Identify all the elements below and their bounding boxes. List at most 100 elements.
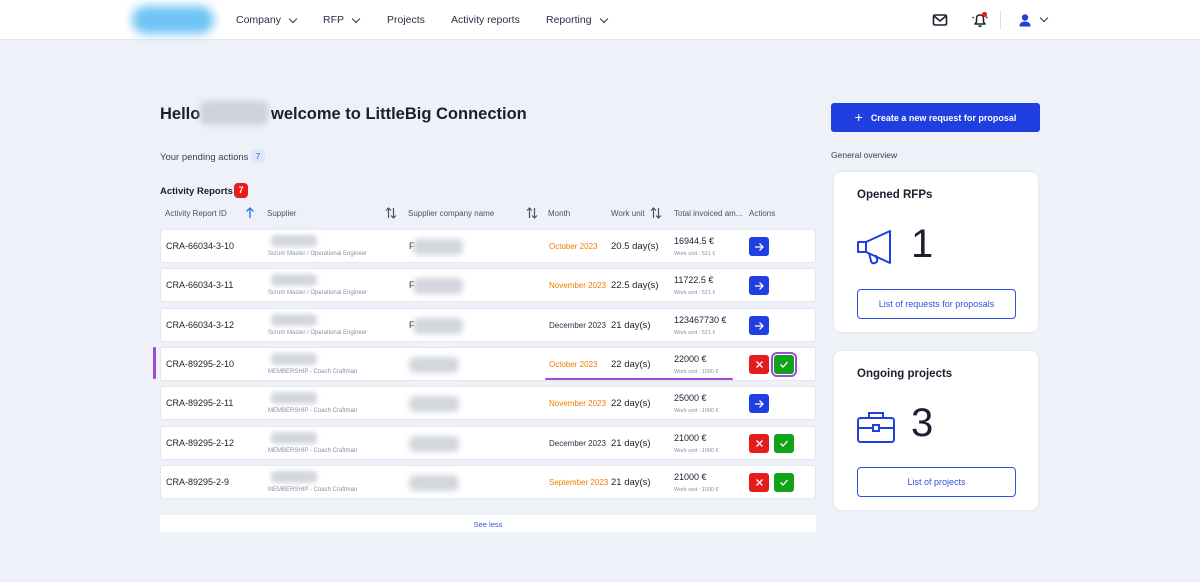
chevron-down-icon[interactable] (1039, 13, 1049, 23)
total-amount: 21000 € (674, 472, 707, 482)
activity-reports-count-badge: 7 (234, 183, 248, 198)
arrow-right-icon (755, 321, 764, 330)
approve-button[interactable] (774, 434, 794, 453)
report-id: CRA-66034-3-12 (166, 320, 235, 330)
chevron-down-icon (288, 14, 298, 23)
unit-rate: Work unit : 521 € (674, 251, 716, 257)
work-unit: 20.5 day(s) (611, 241, 659, 252)
month: November 2023 (549, 399, 606, 408)
supplier-name-redacted (271, 353, 317, 365)
plus-icon: + (854, 109, 863, 125)
table-row[interactable]: CRA-89295-2-10 MEMBERSHIP - Coach Craftm… (160, 347, 816, 381)
supplier-role: MEMBERSHIP - Coach Craftman (268, 487, 358, 493)
see-less-link[interactable]: See less (473, 520, 503, 529)
sort-ascending-icon[interactable] (244, 207, 256, 219)
company-name-redacted (409, 436, 459, 452)
greeting-suffix: welcome to LittleBig Connection (271, 105, 527, 123)
pending-actions-count: 7 (251, 149, 265, 163)
close-icon (755, 479, 763, 486)
sort-icon[interactable] (650, 207, 662, 219)
open-report-button[interactable] (749, 276, 769, 295)
col-header-report-id[interactable]: Activity Report ID (165, 209, 227, 218)
month: November 2023 (549, 281, 606, 290)
table-row[interactable]: CRA-66034-3-12 Scrum Master / Operationa… (160, 308, 816, 342)
table-row[interactable]: CRA-89295-2-12 MEMBERSHIP - Coach Craftm… (160, 426, 816, 460)
list-rfps-button[interactable]: List of requests for proposals (857, 289, 1016, 319)
work-unit: 22 day(s) (611, 359, 651, 370)
report-id: CRA-66034-3-11 (166, 280, 234, 290)
nav-reporting[interactable]: Reporting (546, 0, 608, 40)
col-header-month[interactable]: Month (548, 209, 571, 218)
open-report-button[interactable] (749, 394, 769, 413)
nav-rfp[interactable]: RFP (323, 0, 361, 40)
approve-button[interactable] (771, 352, 797, 377)
pending-actions-label: Your pending actions (160, 152, 249, 163)
company-name-redacted (409, 396, 459, 412)
table-row[interactable]: CRA-66034-3-11 Scrum Master / Operationa… (160, 268, 816, 302)
month: October 2023 (549, 360, 598, 369)
sort-icon[interactable] (385, 207, 397, 219)
nav-projects-label: Projects (387, 14, 425, 26)
nav-projects[interactable]: Projects (387, 0, 425, 40)
chevron-down-icon (599, 14, 608, 23)
list-projects-button[interactable]: List of projects (857, 467, 1016, 497)
reject-button[interactable] (749, 355, 769, 374)
col-header-supplier[interactable]: Supplier (267, 209, 297, 218)
open-report-button[interactable] (749, 316, 769, 335)
total-amount: 11722.5 € (674, 275, 714, 285)
approve-button[interactable] (774, 473, 794, 492)
user-icon[interactable] (1016, 11, 1034, 29)
supplier-role: MEMBERSHIP - Coach Craftman (268, 408, 358, 414)
supplier-name-redacted (271, 314, 317, 326)
company-name-redacted (409, 475, 459, 491)
ongoing-projects-card: Ongoing projects 3 List of projects (833, 350, 1039, 511)
notification-dot (981, 11, 988, 18)
col-header-total[interactable]: Total invoiced am... (674, 209, 743, 218)
table-row[interactable]: CRA-89295-2-9 MEMBERSHIP - Coach Craftma… (160, 465, 816, 499)
megaphone-icon (857, 230, 891, 265)
company-initial: F (409, 241, 415, 251)
mail-icon[interactable] (931, 11, 949, 29)
report-id: CRA-89295-2-10 (166, 359, 235, 369)
row-highlight-marker (153, 347, 156, 379)
briefcase-icon (857, 412, 895, 443)
company-initial: F (409, 280, 415, 290)
company-name-redacted (413, 318, 463, 334)
company-name-redacted (413, 239, 463, 255)
general-overview-label: General overview (831, 150, 898, 160)
total-amount: 16944.5 € (674, 236, 715, 246)
table-row[interactable]: CRA-89295-2-11 MEMBERSHIP - Coach Craftm… (160, 386, 816, 420)
check-icon (780, 479, 788, 486)
col-header-actions: Actions (749, 209, 776, 218)
table-row[interactable]: CRA-66034-3-10 Scrum Master / Operationa… (160, 229, 816, 263)
table-footer: See less (160, 514, 816, 532)
work-unit: 22 day(s) (611, 398, 651, 409)
check-icon (780, 361, 788, 368)
bell-icon[interactable] (971, 11, 989, 29)
col-header-work-unit[interactable]: Work unit (611, 209, 645, 218)
month: December 2023 (549, 321, 606, 330)
create-rfp-button[interactable]: + Create a new request for proposal (831, 103, 1040, 132)
supplier-name-redacted (271, 392, 317, 404)
total-amount: 22000 € (674, 354, 707, 364)
reject-button[interactable] (749, 434, 769, 453)
sort-icon[interactable] (526, 207, 538, 219)
opened-rfps-card: Opened RFPs 1 List of requests for propo… (833, 171, 1039, 333)
report-id: CRA-89295-2-11 (166, 398, 234, 408)
nav-company[interactable]: Company (236, 0, 298, 40)
unit-rate: Work unit : 521 € (674, 290, 716, 296)
col-header-company[interactable]: Supplier company name (408, 209, 495, 218)
company-name-redacted (409, 357, 459, 373)
open-report-button[interactable] (749, 237, 769, 256)
supplier-role: Scrum Master / Operational Engineer (268, 330, 368, 336)
arrow-right-icon (755, 281, 764, 290)
supplier-name-redacted (271, 274, 317, 286)
company-logo[interactable] (132, 6, 214, 34)
activity-reports-title: Activity Reports (160, 186, 233, 197)
nav-activity-reports[interactable]: Activity reports (451, 0, 520, 40)
work-unit: 21 day(s) (611, 320, 651, 331)
reject-button[interactable] (749, 473, 769, 492)
total-amount: 21000 € (674, 433, 707, 443)
arrow-right-icon (755, 399, 764, 408)
month: October 2023 (549, 242, 598, 251)
